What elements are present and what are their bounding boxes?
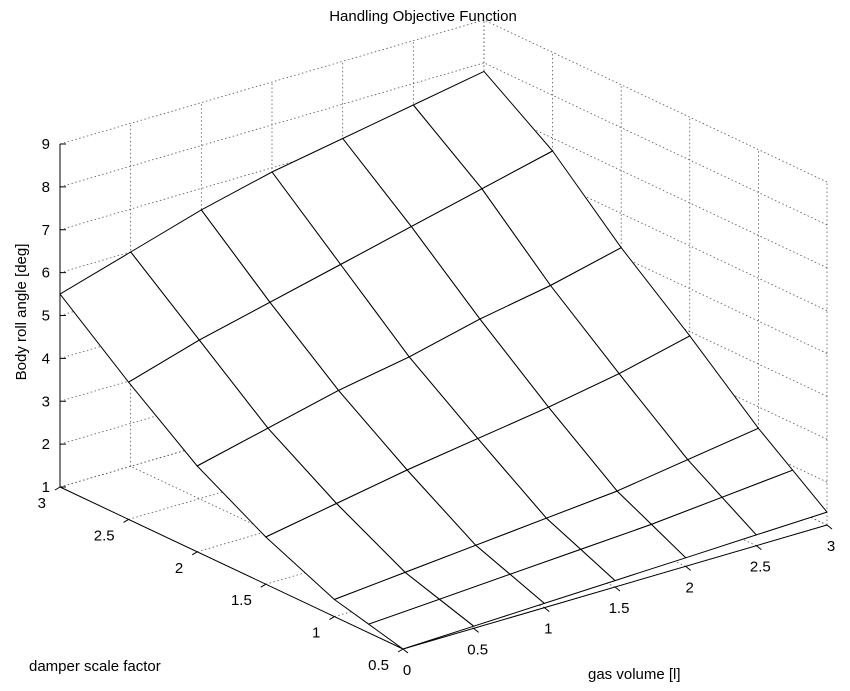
y-tick-mark <box>54 486 61 491</box>
z-tick-label: 7 <box>42 222 50 239</box>
z-axis-label: Body roll angle [deg] <box>13 244 30 381</box>
x-tick-label: 3 <box>827 538 835 555</box>
y-axis-label: damper scale factor <box>29 658 161 675</box>
surface-layer <box>59 70 828 650</box>
y-axis-line <box>59 486 404 650</box>
z-tick-label: 5 <box>42 308 50 325</box>
z-tick-label: 3 <box>42 393 50 410</box>
z-tick-label: 6 <box>42 265 50 282</box>
floor-grid-line-x <box>130 465 474 629</box>
chart-title: Handling Objective Function <box>329 8 517 25</box>
back-wall-grid-line-z <box>59 62 485 188</box>
y-tick-mark <box>329 616 335 621</box>
y-tick-mark <box>260 583 267 588</box>
y-tick-label: 1.5 <box>231 592 252 609</box>
y-tick-label: 2 <box>175 560 183 577</box>
x-tick-mark <box>756 545 762 551</box>
z-tick-label: 9 <box>42 136 50 153</box>
x-tick-label: 2.5 <box>750 559 771 576</box>
y-tick-mark <box>123 518 129 523</box>
z-tick-label: 2 <box>42 436 50 453</box>
side-wall-grid-line-z <box>483 105 828 269</box>
y-tick-mark <box>191 551 198 556</box>
back-wall-grid-line-z <box>59 19 485 145</box>
x-tick-label: 2 <box>685 579 693 596</box>
z-tick-label: 8 <box>42 179 50 196</box>
x-tick-label: 0.5 <box>467 641 488 658</box>
x-axis-label: gas volume [l] <box>588 666 681 683</box>
label-layer: Handling Objective Function gas volume [… <box>13 8 681 683</box>
x-tick-mark <box>614 586 621 592</box>
y-tick-label: 1 <box>312 625 320 642</box>
x-tick-mark <box>473 627 479 633</box>
z-tick-label: 4 <box>42 350 50 367</box>
y-tick-label: 3 <box>38 495 46 512</box>
x-tick-mark <box>826 524 833 530</box>
x-tick-label: 1.5 <box>609 600 630 617</box>
y-tick-mark <box>397 648 404 653</box>
z-tick-label: 1 <box>42 479 50 496</box>
x-tick-mark <box>402 648 409 654</box>
x-tick-mark <box>685 565 691 571</box>
side-wall-grid-line-z <box>483 19 828 183</box>
x-tick-label: 1 <box>544 621 552 638</box>
y-tick-label: 2.5 <box>94 527 115 544</box>
x-tick-label: 0 <box>403 662 411 679</box>
y-tick-label: 0.5 <box>368 657 389 674</box>
side-wall-grid-line-z <box>483 62 828 226</box>
x-tick-mark <box>544 607 550 613</box>
surface-patch <box>368 598 475 650</box>
